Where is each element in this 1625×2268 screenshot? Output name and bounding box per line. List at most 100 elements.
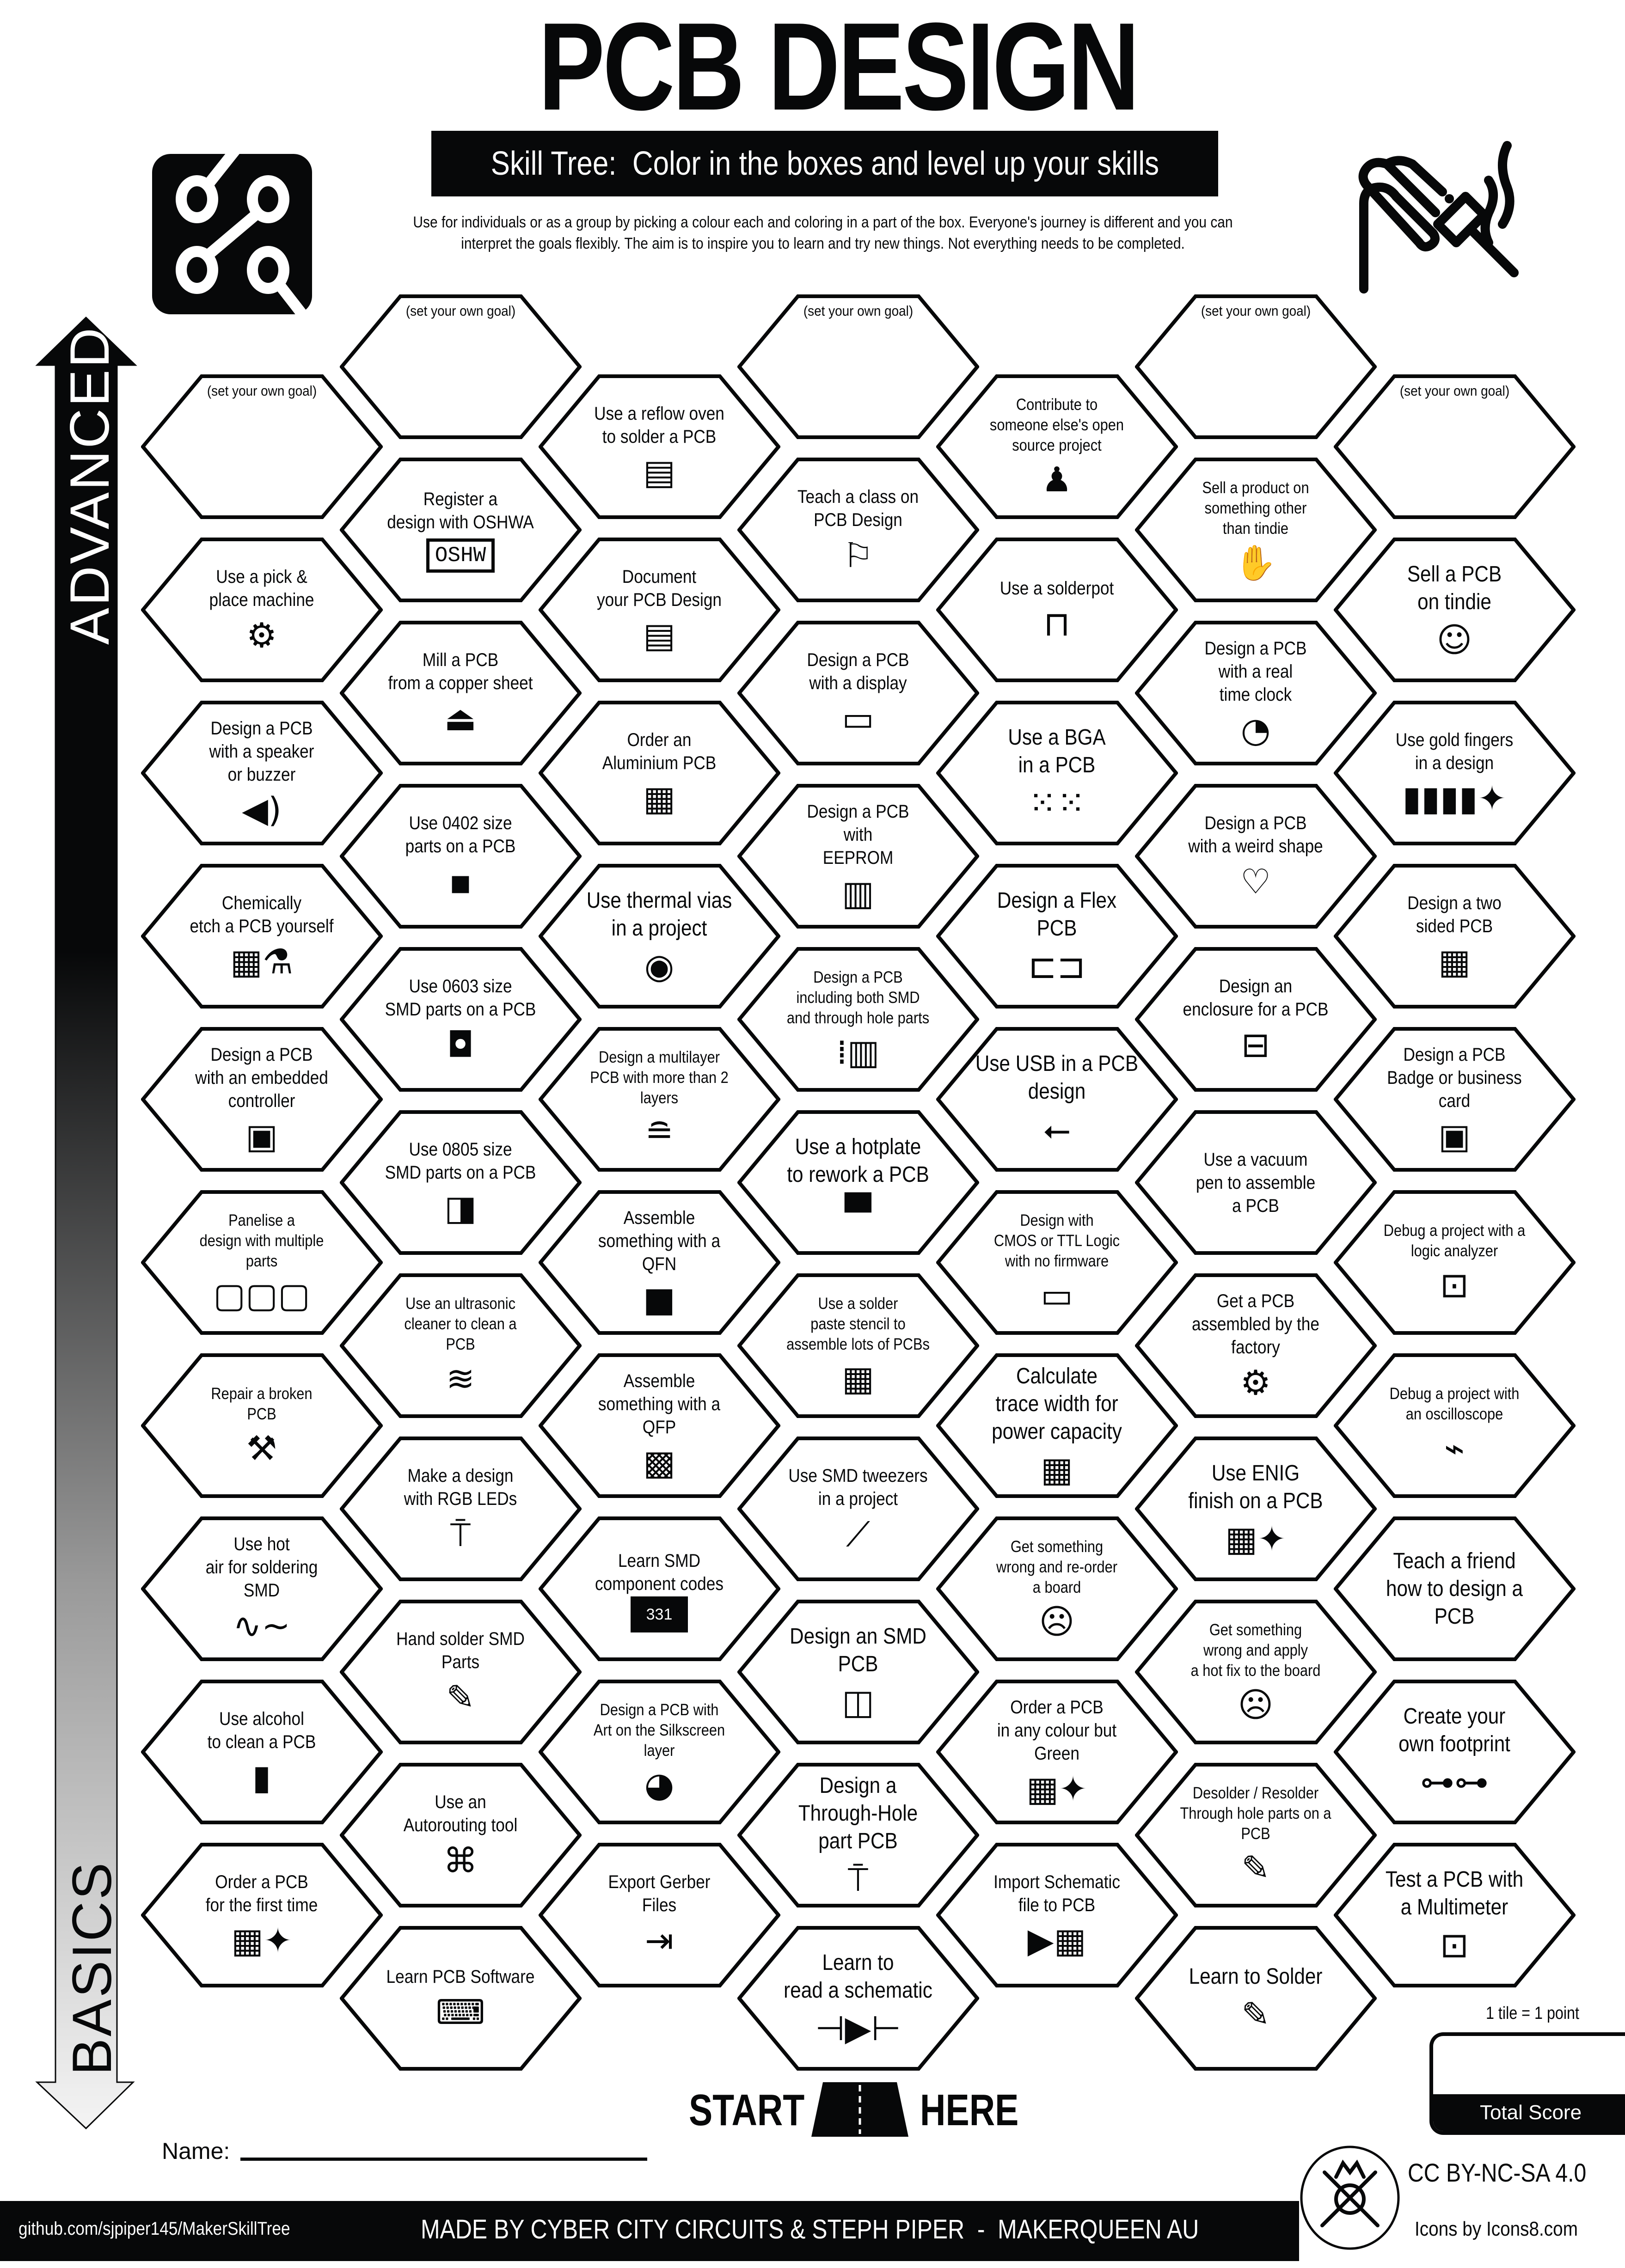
skill-label: Use hot air for soldering SMD: [205, 1534, 318, 1601]
skill-tile[interactable]: Design with CMOS or TTL Logic with no fi…: [936, 1190, 1178, 1335]
skill-tile[interactable]: Design a Through-Hole part PCB ⍑: [737, 1763, 979, 1907]
skill-tile[interactable]: Order a PCB in any colour but Green ▦✦: [936, 1680, 1178, 1824]
skill-tile[interactable]: Design a PCB with an embedded controller…: [141, 1027, 383, 1172]
skill-tile[interactable]: Order a PCB for the first time ▦✦: [141, 1843, 383, 1987]
skill-tile[interactable]: Design a PCB with Art on the Silkscreen …: [538, 1680, 780, 1824]
skill-tile[interactable]: Chemically etch a PCB yourself ▦⚗: [141, 864, 383, 1009]
skill-tile[interactable]: Use a solder paste stencil to assemble l…: [737, 1273, 979, 1418]
repo-link[interactable]: github.com/sjpiper145/MakerSkillTree: [18, 2219, 290, 2239]
skill-tile[interactable]: Design a two sided PCB ▦: [1333, 864, 1576, 1009]
skill-tile[interactable]: Design a PCB with a speaker or buzzer ◀): [141, 701, 383, 845]
skill-tile[interactable]: Sell a PCB on tindie ☺: [1333, 538, 1576, 682]
custom-goal-tile[interactable]: (set your own goal): [737, 294, 979, 439]
pcb-sparkle-icon: ▦✦: [1026, 1769, 1087, 1809]
skill-label: Design a PCB Badge or business card: [1387, 1044, 1522, 1111]
skill-label: Design a multilayer PCB with more than 2…: [590, 1048, 729, 1107]
skill-tile[interactable]: Contribute to someone else's open source…: [936, 374, 1178, 519]
skill-tile[interactable]: Learn to read a schematic ⊣▶⊢: [737, 1926, 979, 2071]
skill-tile[interactable]: Import Schematic file to PCB ▶▦: [936, 1843, 1178, 1987]
skill-tile[interactable]: Use a reflow oven to solder a PCB ▤: [538, 374, 780, 519]
skill-tile[interactable]: Export Gerber Files ⇥: [538, 1843, 780, 1987]
skill-tile[interactable]: Use ENIG finish on a PCB ▦✦: [1134, 1437, 1377, 1581]
skill-tile[interactable]: Calculate trace width for power capacity…: [936, 1353, 1178, 1498]
skill-tile[interactable]: Learn SMD component codes 331: [538, 1516, 780, 1661]
skill-label: Assemble something with a QFN: [598, 1207, 721, 1274]
skill-tile[interactable]: Repair a broken PCB ⚒: [141, 1353, 383, 1498]
skill-label: Use an Autorouting tool: [403, 1791, 518, 1835]
total-score-label: Total Score: [1433, 2094, 1625, 2131]
icons-credit-link[interactable]: Icons by Icons8.com: [1415, 2218, 1578, 2240]
skill-label: Use a solder paste stencil to assemble l…: [786, 1294, 930, 1353]
skill-tile[interactable]: Make a design with RGB LEDs ⍑: [339, 1437, 582, 1581]
skill-tile[interactable]: Debug a project with a logic analyzer ⊡: [1333, 1190, 1576, 1335]
skill-tile[interactable]: Use 0402 size parts on a PCB ▪: [339, 784, 582, 929]
total-score-field[interactable]: Total Score: [1429, 2032, 1625, 2135]
skill-label: Sell a PCB on tindie: [1407, 562, 1502, 614]
skill-tile[interactable]: Use alcohol to clean a PCB ▮: [141, 1680, 383, 1824]
skill-tile[interactable]: Design a PCB with a real time clock ◔: [1134, 621, 1377, 765]
skill-tile[interactable]: Get something wrong and apply a hot fix …: [1134, 1600, 1377, 1744]
skill-label: Get something wrong and re-order a board: [996, 1537, 1117, 1596]
skill-tile[interactable]: Use an Autorouting tool ⌘: [339, 1763, 582, 1907]
advanced-label: ADVANCED: [59, 326, 121, 645]
skill-tile[interactable]: Design a multilayer PCB with more than 2…: [538, 1027, 780, 1172]
skill-tile[interactable]: Design a PCB with EEPROM ▥: [737, 784, 979, 929]
skill-tile[interactable]: Use a solderpot ⊓: [936, 538, 1178, 682]
skill-tile[interactable]: Document your PCB Design ▤: [538, 538, 780, 682]
skill-tile[interactable]: Sell a product on something other than t…: [1134, 458, 1377, 602]
sell-product-icon: ✋: [1234, 543, 1277, 583]
skill-tile[interactable]: Learn PCB Software ⌨: [339, 1926, 582, 2071]
skill-tile[interactable]: Assemble something with a QFP ▩: [538, 1353, 780, 1498]
skill-tile[interactable]: Create your own footprint ⊶⊶: [1333, 1680, 1576, 1824]
basics-label: BASICS: [61, 1860, 123, 2075]
skill-tile[interactable]: Learn to Solder ✎: [1134, 1926, 1377, 2071]
skill-tile[interactable]: Register a design with OSHWA OSHW: [339, 458, 582, 602]
skill-tile[interactable]: Teach a class on PCB Design ⚐: [737, 458, 979, 602]
skill-tile[interactable]: Desolder / Resolder Through hole parts o…: [1134, 1763, 1377, 1907]
oshw-icon: OSHW: [426, 538, 495, 573]
skill-tile[interactable]: Use gold fingers in a design ▮▮▮▮✦: [1333, 701, 1576, 845]
skill-tile[interactable]: Panelise a design with multiple parts ▢▢▢: [141, 1190, 383, 1335]
skill-tile[interactable]: Design a PCB Badge or business card ▣: [1333, 1027, 1576, 1172]
skill-tile[interactable]: Order an Aluminium PCB ▦: [538, 701, 780, 845]
skill-tile[interactable]: Use hot air for soldering SMD ∿~: [141, 1516, 383, 1661]
skill-tile[interactable]: Hand solder SMD Parts ✎: [339, 1600, 582, 1744]
skill-tile[interactable]: Debug a project with an oscilloscope ⌁: [1333, 1353, 1576, 1498]
name-field[interactable]: [240, 2158, 647, 2161]
skill-tile[interactable]: Use SMD tweezers in a project ⟋: [737, 1437, 979, 1581]
skill-tile[interactable]: Use a vacuum pen to assemble a PCB: [1134, 1110, 1377, 1255]
skill-tile[interactable]: Teach a friend how to design a PCB: [1333, 1516, 1576, 1661]
document-icon: ▤: [643, 615, 675, 655]
skill-label: Panelise a design with multiple parts: [199, 1211, 324, 1270]
skill-label: Use a hotplate to rework a PCB: [787, 1134, 929, 1187]
skill-tile[interactable]: Get a PCB assembled by the factory ⚙: [1134, 1273, 1377, 1418]
skill-tile[interactable]: Design a PCB with a display ▭: [737, 621, 979, 765]
skill-tile[interactable]: Design a PCB with a weird shape ♡: [1134, 784, 1377, 929]
skill-tile[interactable]: Design a PCB including both SMD and thro…: [737, 947, 979, 1092]
page-title: PCB DESIGN: [538, 0, 1140, 136]
skill-tile[interactable]: Assemble something with a QFN ■: [538, 1190, 780, 1335]
skill-label: Use ENIG finish on a PCB: [1188, 1461, 1323, 1513]
skill-tile[interactable]: Design an enclosure for a PCB ⊟: [1134, 947, 1377, 1092]
skill-tile[interactable]: Test a PCB with a Multimeter ⊡: [1333, 1843, 1576, 1987]
skill-tile[interactable]: Use thermal vias in a project ◉: [538, 864, 780, 1009]
skill-tile[interactable]: Mill a PCB from a copper sheet ⏏: [339, 621, 582, 765]
here-label: HERE: [920, 2085, 1019, 2135]
custom-goal-tile[interactable]: (set your own goal): [1333, 374, 1576, 519]
skill-tile[interactable]: Use USB in a PCB design ⭠: [936, 1027, 1178, 1172]
skill-tile[interactable]: Use 0603 size SMD parts on a PCB ◘: [339, 947, 582, 1092]
stencil-icon: ▦: [842, 1358, 874, 1399]
skill-tile[interactable]: Get something wrong and re-order a board…: [936, 1516, 1178, 1661]
skill-tile[interactable]: Design a Flex PCB ⊏⊐: [936, 864, 1178, 1009]
skill-tile[interactable]: Use an ultrasonic cleaner to clean a PCB…: [339, 1273, 582, 1418]
custom-goal-tile[interactable]: (set your own goal): [339, 294, 582, 439]
skill-tile[interactable]: Use 0805 size SMD parts on a PCB ◨: [339, 1110, 582, 1255]
skill-tile[interactable]: Design an SMD PCB ◫: [737, 1600, 979, 1744]
custom-goal-tile[interactable]: (set your own goal): [141, 374, 383, 519]
intro-text: Use for individuals or as a group by pic…: [363, 212, 1283, 254]
skill-tile[interactable]: Use a pick & place machine ⚙: [141, 538, 383, 682]
custom-goal-tile[interactable]: (set your own goal): [1134, 294, 1377, 439]
flex-pcb-icon: ⊏⊐: [1028, 946, 1085, 986]
skill-tile[interactable]: Use a BGA in a PCB ⁙⁙: [936, 701, 1178, 845]
skill-tile[interactable]: Use a hotplate to rework a PCB ▀: [737, 1110, 979, 1255]
